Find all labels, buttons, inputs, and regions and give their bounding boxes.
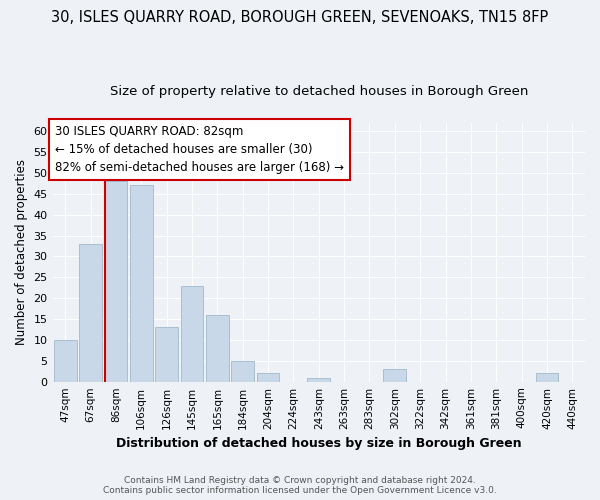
Text: Contains HM Land Registry data © Crown copyright and database right 2024.
Contai: Contains HM Land Registry data © Crown c… xyxy=(103,476,497,495)
Bar xyxy=(54,340,77,382)
Bar xyxy=(155,328,178,382)
Title: Size of property relative to detached houses in Borough Green: Size of property relative to detached ho… xyxy=(110,85,528,98)
X-axis label: Distribution of detached houses by size in Borough Green: Distribution of detached houses by size … xyxy=(116,437,521,450)
Bar xyxy=(257,374,280,382)
Bar xyxy=(231,361,254,382)
Bar xyxy=(130,186,152,382)
Text: 30 ISLES QUARRY ROAD: 82sqm
← 15% of detached houses are smaller (30)
82% of sem: 30 ISLES QUARRY ROAD: 82sqm ← 15% of det… xyxy=(55,125,344,174)
Bar xyxy=(536,374,559,382)
Bar xyxy=(383,369,406,382)
Y-axis label: Number of detached properties: Number of detached properties xyxy=(15,159,28,345)
Bar xyxy=(79,244,102,382)
Bar xyxy=(307,378,330,382)
Bar xyxy=(206,315,229,382)
Bar xyxy=(181,286,203,382)
Text: 30, ISLES QUARRY ROAD, BOROUGH GREEN, SEVENOAKS, TN15 8FP: 30, ISLES QUARRY ROAD, BOROUGH GREEN, SE… xyxy=(52,10,548,25)
Bar xyxy=(104,181,127,382)
